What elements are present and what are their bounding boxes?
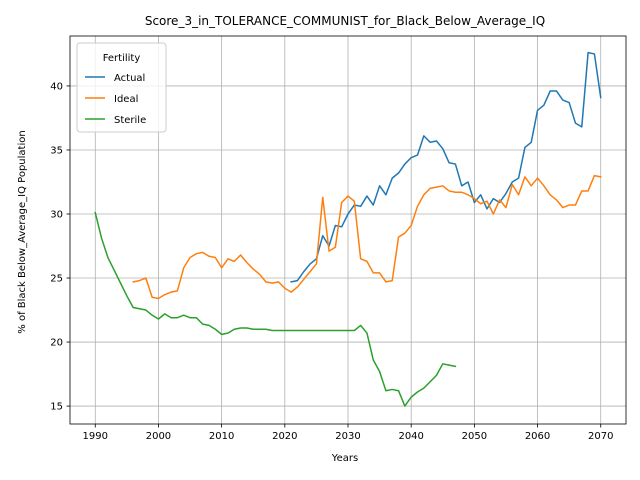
series-line-sterile xyxy=(94,211,457,407)
x-tick-label: 2000 xyxy=(146,431,171,442)
y-tick-label: 20 xyxy=(50,338,63,349)
x-tick-label: 2040 xyxy=(398,431,423,442)
grid xyxy=(70,36,626,424)
y-tick-label: 25 xyxy=(50,274,63,285)
legend-label-ideal: Ideal xyxy=(114,94,138,105)
x-axis-label: Years xyxy=(331,453,358,464)
series-lines xyxy=(94,51,602,407)
series-line-actual xyxy=(290,51,602,283)
legend-box xyxy=(76,42,167,133)
x-tick-label: 2020 xyxy=(272,431,297,442)
y-axis-label: % of Black Below_Average_IQ Population xyxy=(17,130,28,333)
chart-title: Score_3_in_TOLERANCE_COMMUNIST_for_Black… xyxy=(145,14,545,28)
x-tick-label: 2050 xyxy=(462,431,487,442)
x-tick-label: 2010 xyxy=(209,431,234,442)
y-tick-label: 15 xyxy=(50,402,63,413)
legend-label-actual: Actual xyxy=(114,73,145,84)
x-tick-label: 2070 xyxy=(588,431,613,442)
y-tick-label: 30 xyxy=(50,209,63,220)
x-tick-label: 2060 xyxy=(525,431,550,442)
y-tick-label: 35 xyxy=(50,145,63,156)
legend-title: Fertility xyxy=(103,53,141,64)
legend: Fertility Actual Ideal Sterile xyxy=(76,42,167,133)
x-tick-label: 2030 xyxy=(335,431,360,442)
x-axis: 1990 2000 2010 2020 2030 2040 2050 2060 2070 xyxy=(83,424,613,442)
y-axis: 15 20 25 30 35 40 xyxy=(50,81,70,413)
x-tick-label: 1990 xyxy=(83,431,108,442)
series-line-ideal xyxy=(132,174,602,300)
legend-label-sterile: Sterile xyxy=(114,115,146,126)
y-tick-label: 40 xyxy=(50,81,63,92)
